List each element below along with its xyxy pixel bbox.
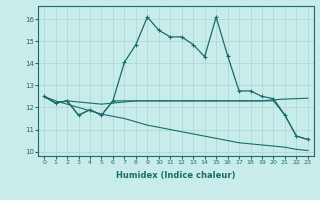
X-axis label: Humidex (Indice chaleur): Humidex (Indice chaleur) [116,171,236,180]
